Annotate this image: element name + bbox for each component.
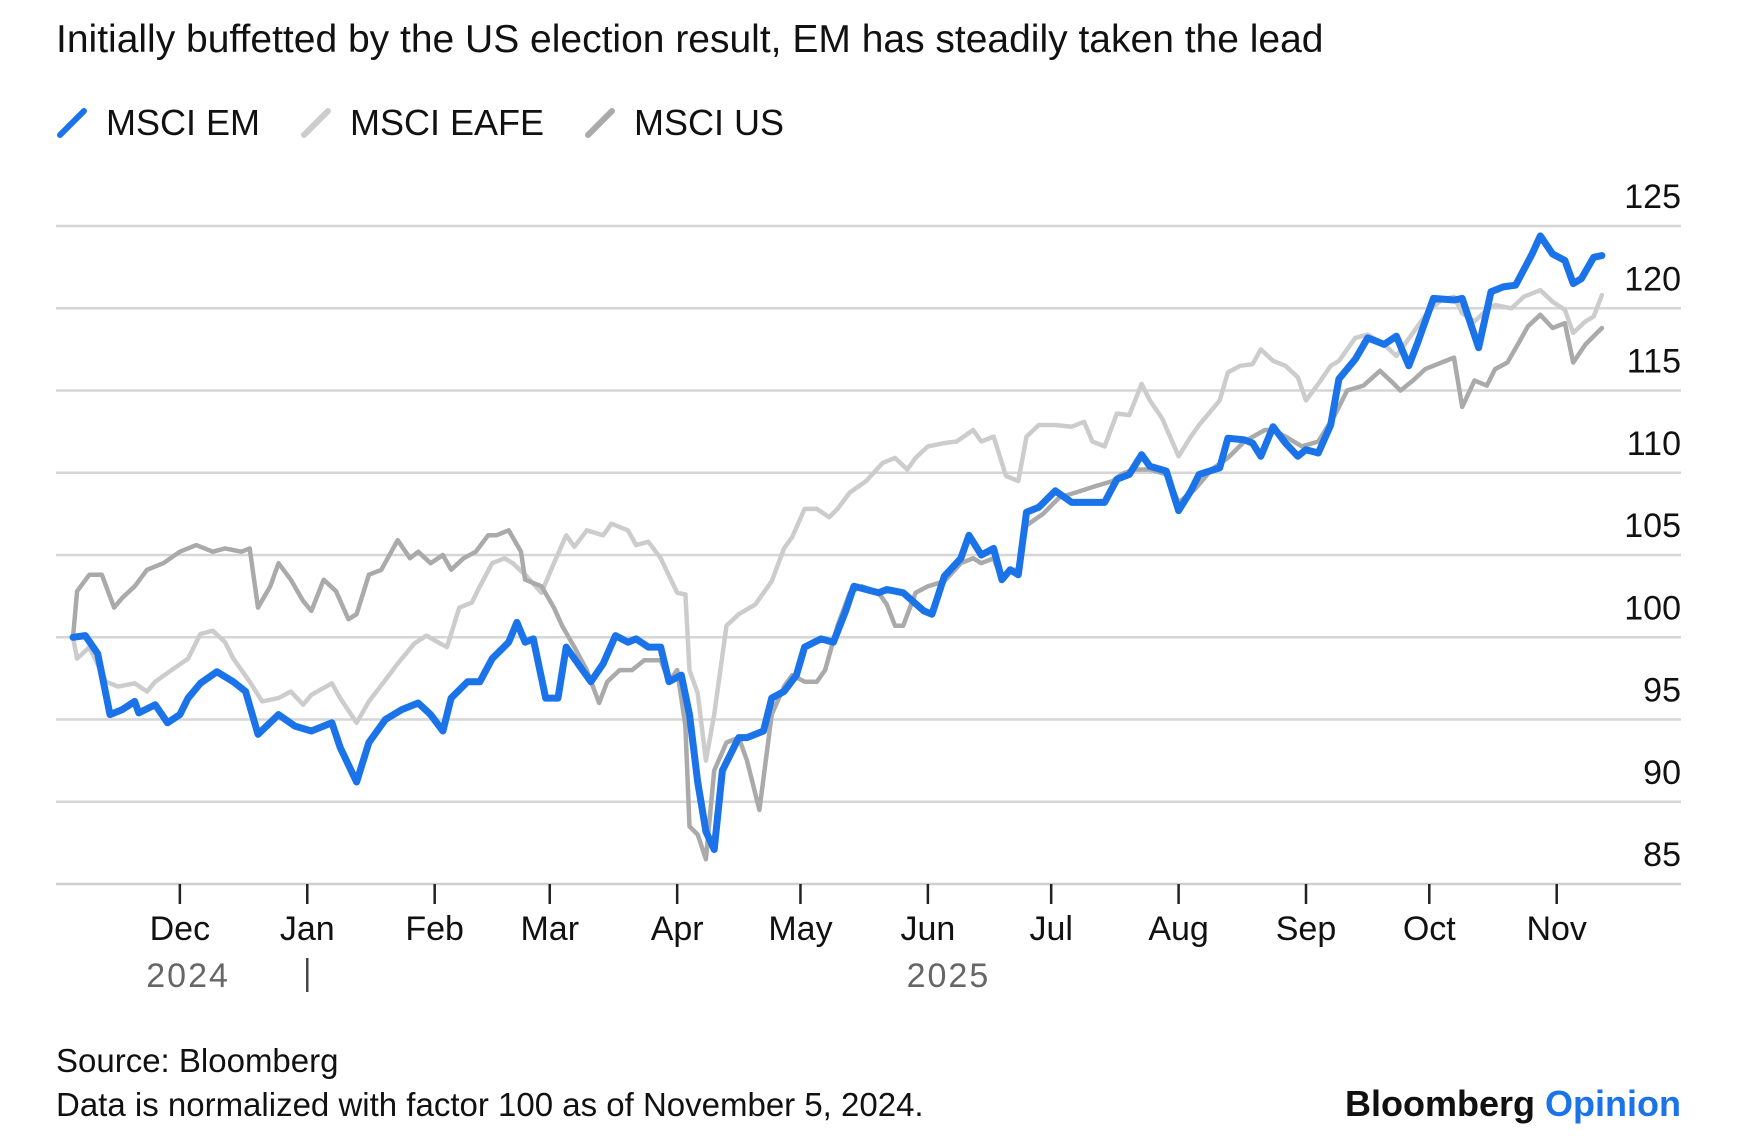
x-tick-label: Apr: [651, 910, 704, 948]
y-tick-label: 110: [1627, 425, 1681, 463]
legend-swatch-eafe-icon: [301, 108, 332, 138]
legend-label: MSCI EAFE: [350, 102, 545, 143]
x-tick-label: Jul: [1029, 910, 1072, 948]
brand-accent: Opinion: [1545, 1083, 1681, 1124]
legend-item-msci-eafe: MSCI EAFE: [300, 102, 544, 144]
legend-swatch-us-icon: [585, 108, 616, 138]
y-tick-label: 90: [1643, 754, 1681, 792]
x-tick-label: Feb: [405, 910, 464, 948]
chart-title: Initially buffetted by the US election r…: [56, 18, 1324, 61]
brand-logo: Bloomberg Opinion: [1345, 1083, 1681, 1125]
legend-item-msci-us: MSCI US: [584, 102, 784, 144]
y-tick-label: 125: [1624, 178, 1681, 216]
y-tick-label: 95: [1643, 672, 1681, 710]
y-tick-label: 85: [1643, 836, 1681, 874]
series-line-msci-eafe: [70, 287, 1605, 763]
x-tick-label: Jan: [280, 910, 335, 948]
x-tick-label: Aug: [1148, 910, 1209, 948]
series-line-msci-us: [70, 312, 1605, 862]
series-line-msci-em: [69, 232, 1606, 853]
x-tick-label: Sep: [1276, 910, 1337, 948]
legend-item-msci-em: MSCI EM: [56, 102, 260, 144]
year-label: 2024: [146, 957, 230, 995]
x-tick-label: Mar: [520, 910, 579, 948]
legend-label: MSCI EM: [106, 102, 261, 143]
x-tick-label: May: [768, 910, 832, 948]
y-tick-label: 115: [1627, 343, 1681, 381]
x-tick-label: Oct: [1403, 910, 1456, 948]
x-tick-label: Dec: [150, 910, 210, 948]
legend-swatch-em-icon: [57, 108, 87, 138]
normalization-note: Data is normalized with factor 100 as of…: [56, 1086, 924, 1123]
x-tick-label: Nov: [1526, 910, 1586, 948]
year-label: 2025: [907, 957, 991, 995]
legend-label: MSCI US: [634, 102, 785, 143]
source-note: Source: Bloomberg: [56, 1042, 339, 1079]
legend: MSCI EM MSCI EAFE MSCI US: [56, 102, 824, 144]
brand-main: Bloomberg: [1345, 1083, 1536, 1124]
y-tick-label: 105: [1624, 507, 1681, 545]
x-tick-label: Jun: [900, 910, 955, 948]
y-tick-label: 100: [1624, 589, 1681, 627]
y-tick-label: 120: [1624, 260, 1681, 298]
